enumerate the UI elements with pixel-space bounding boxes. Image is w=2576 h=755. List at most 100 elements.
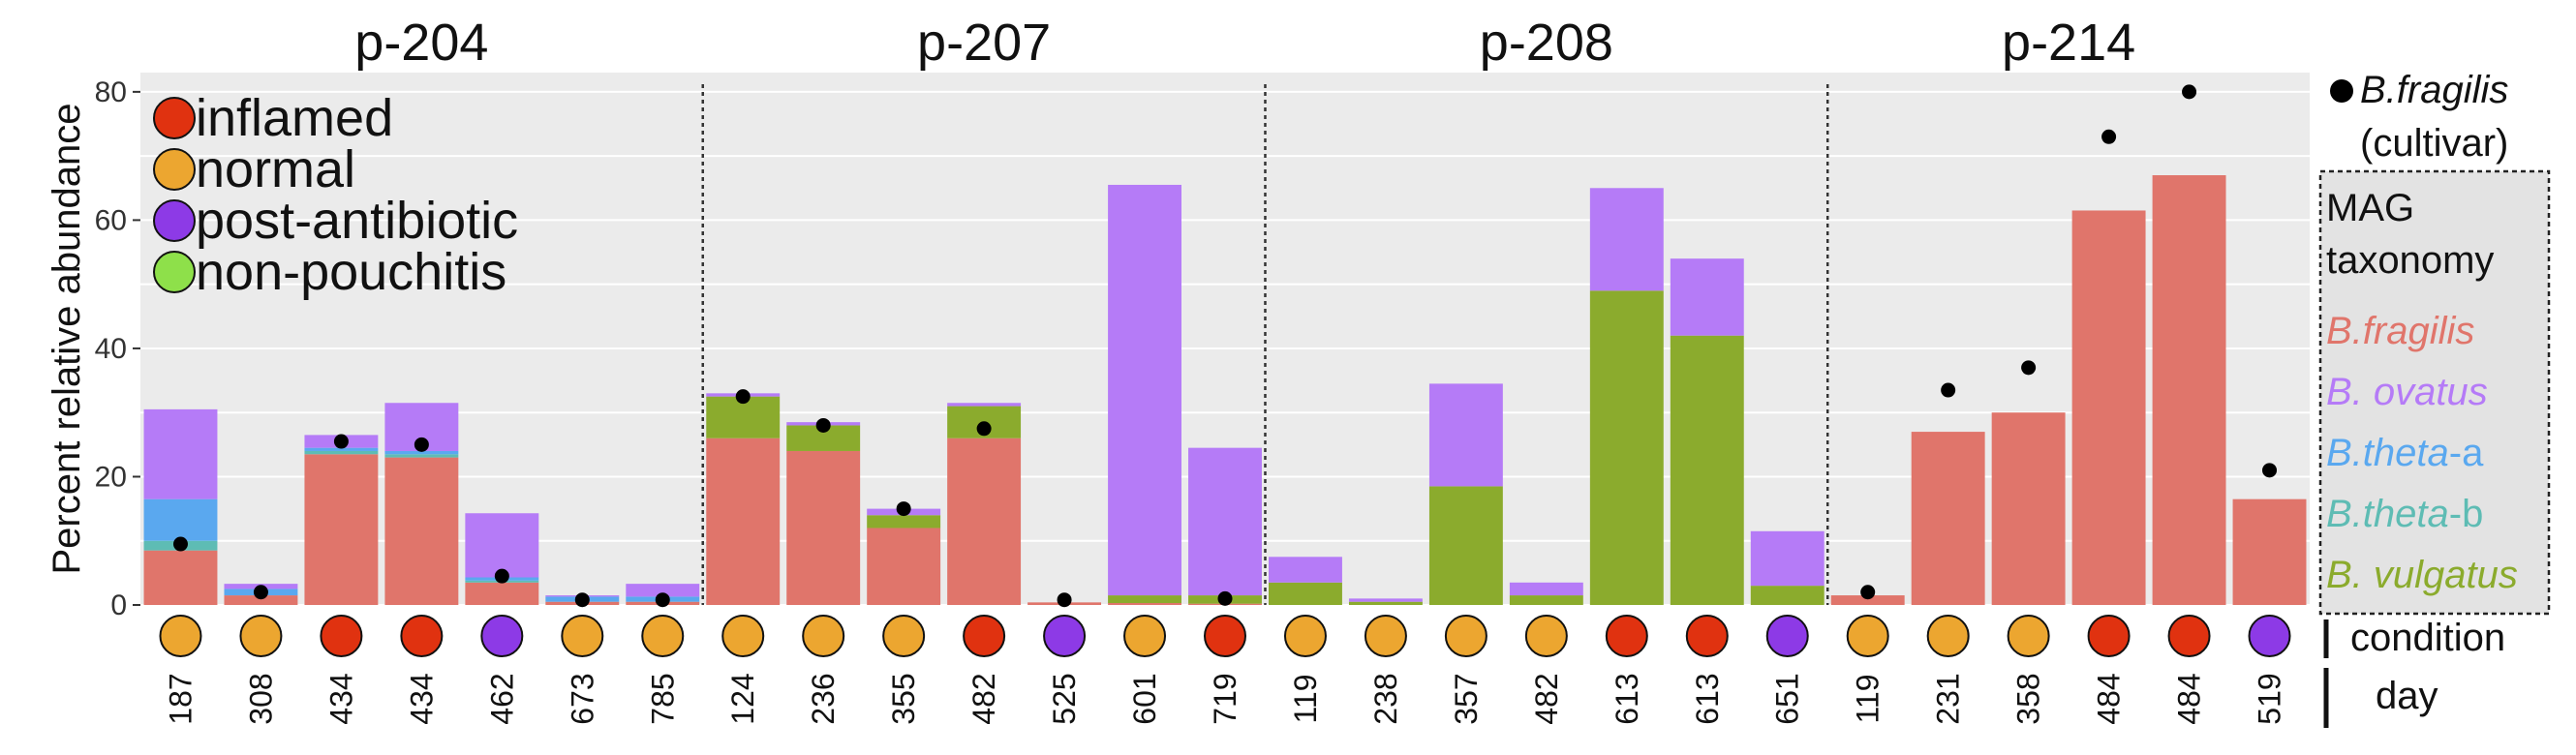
cultivar-point (574, 592, 590, 608)
legend-condition-marker (153, 97, 196, 139)
condition-marker (2167, 615, 2211, 657)
taxonomy-legend-item: B.theta-b (2326, 493, 2483, 535)
day-label: 482 (966, 673, 1001, 724)
cultivar-point (494, 568, 509, 584)
bar-segment-ovatus (143, 408, 218, 499)
cultivar-point (1057, 592, 1072, 608)
condition-marker (400, 615, 444, 657)
day-label: 231 (1931, 673, 1966, 724)
cultivar-point (1941, 382, 1956, 398)
condition-marker (641, 615, 685, 657)
condition-marker (320, 615, 363, 657)
bar-segment-vulgatus (1509, 595, 1583, 605)
bar-segment-fragilis (465, 582, 539, 605)
bar-segment-ovatus (1188, 447, 1262, 596)
day-label: 119 (1288, 674, 1323, 723)
cultivar-point (414, 437, 429, 452)
cultivar-point (2262, 463, 2278, 478)
legend-condition-marker (153, 251, 196, 293)
bar-segment-fragilis (1991, 412, 2066, 605)
day-label: 673 (565, 673, 599, 724)
bar-segment-ovatus (465, 513, 539, 578)
bar-segment-fragilis (384, 457, 459, 605)
day-label: 462 (484, 673, 519, 724)
bar-segment-ovatus (626, 584, 700, 597)
condition-marker (1765, 615, 1809, 657)
y-tick-label: 80 (95, 76, 127, 108)
condition-marker (1364, 615, 1407, 657)
bar-segment-fragilis (1830, 595, 1905, 605)
cultivar-point (815, 417, 831, 433)
y-tick-label: 60 (95, 204, 127, 236)
y-tick-label: 0 (110, 589, 127, 621)
bar-segment-fragilis (224, 595, 298, 605)
day-label: 355 (886, 673, 921, 724)
bar-segment-fragilis (2152, 175, 2226, 605)
legend-condition-marker (153, 199, 196, 242)
bar-segment-vulgatus (1428, 486, 1503, 605)
day-row-label: day (2376, 675, 2438, 717)
condition-marker (1846, 615, 1889, 657)
condition-marker (2007, 615, 2050, 657)
bar-segment-vulgatus (1108, 595, 1181, 604)
legend-cultivar-point (2330, 79, 2353, 103)
day-label: 651 (1770, 673, 1805, 724)
bar-segment-fragilis (947, 438, 1022, 605)
cultivar-point (333, 434, 349, 449)
condition-marker (882, 615, 926, 657)
bar-segment-vulgatus (1670, 335, 1744, 605)
condition-marker (480, 615, 524, 657)
taxonomy-legend-item: B.theta-a (2326, 432, 2484, 474)
legend-condition-label: non-pouchitis (196, 243, 506, 301)
bar-segment-ovatus (1589, 188, 1664, 291)
legend-cultivar-label: B.fragilis (2360, 69, 2508, 111)
cultivar-point (896, 501, 911, 517)
bar-segment-theta_a (304, 447, 379, 451)
condition-marker (1204, 615, 1246, 657)
y-tick-label: 20 (95, 461, 127, 493)
taxonomy-legend-item: B. vulgatus (2326, 554, 2518, 596)
day-label: 785 (645, 673, 680, 724)
day-label: 119 (1851, 674, 1886, 723)
condition-row-label: condition (2350, 617, 2505, 659)
legend-cultivar-sublabel: (cultivar) (2360, 122, 2508, 165)
condition-marker (159, 615, 202, 657)
bar-segment-theta_a (384, 450, 459, 455)
condition-marker (2248, 615, 2291, 657)
day-label: 434 (323, 673, 358, 724)
bar-segment-vulgatus (1269, 582, 1342, 605)
condition-marker (1524, 615, 1568, 657)
bar-segment-fragilis (867, 528, 941, 605)
bar-segment-fragilis (2071, 210, 2146, 605)
bar-segment-vulgatus (1348, 601, 1423, 605)
day-label: 613 (1690, 673, 1725, 724)
cultivar-point (2182, 84, 2197, 100)
cultivar-point (976, 421, 992, 437)
legend-condition-label: post-antibiotic (196, 192, 518, 250)
y-axis-label: Percent relative abundance (46, 104, 88, 575)
day-label: 358 (2011, 673, 2046, 724)
condition-marker (1685, 615, 1729, 657)
bar-segment-vulgatus (1750, 586, 1825, 605)
taxonomy-title: taxonomy (2326, 239, 2494, 282)
bar-segment-theta_b (384, 454, 459, 458)
day-label: 525 (1047, 673, 1082, 724)
bar-segment-ovatus (1269, 557, 1342, 583)
day-label: 308 (243, 673, 278, 724)
day-label: 613 (1610, 673, 1644, 724)
facet-title: p-204 (354, 14, 488, 72)
taxonomy-title: MAG (2326, 187, 2414, 229)
condition-marker (963, 615, 1006, 657)
day-label: 187 (163, 673, 198, 724)
condition-marker (561, 615, 604, 657)
condition-marker (1283, 615, 1327, 657)
day-label: 357 (1449, 673, 1484, 724)
facet-title: p-207 (917, 14, 1051, 72)
day-label: 124 (725, 673, 760, 724)
bar-segment-ovatus (1750, 530, 1825, 587)
bar-segment-fragilis (1911, 432, 1985, 605)
day-label: 601 (1127, 673, 1162, 724)
condition-marker (1926, 615, 1970, 657)
day-label: 482 (1529, 673, 1564, 724)
